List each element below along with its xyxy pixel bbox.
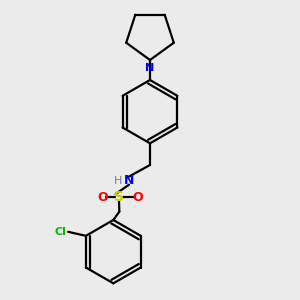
- Text: Cl: Cl: [55, 227, 67, 237]
- Text: O: O: [97, 191, 108, 204]
- Text: O: O: [132, 191, 143, 204]
- Text: S: S: [114, 190, 124, 204]
- Text: N: N: [124, 174, 134, 187]
- Text: N: N: [146, 63, 154, 73]
- Text: H: H: [114, 176, 122, 186]
